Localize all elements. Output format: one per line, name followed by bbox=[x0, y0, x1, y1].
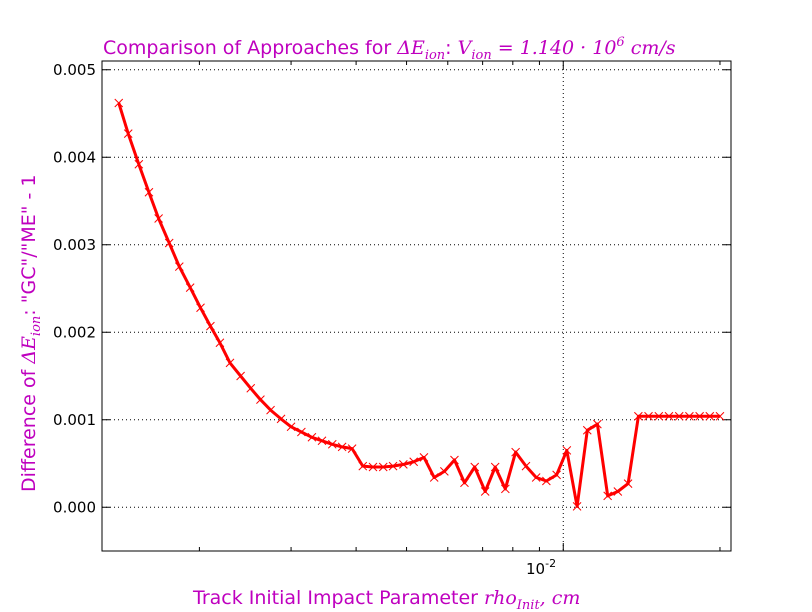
data-point-marker bbox=[196, 303, 205, 313]
data-point-marker bbox=[317, 436, 327, 446]
data-point-marker bbox=[185, 283, 195, 292]
axis-ticks bbox=[102, 61, 731, 551]
y-tick-label: 0.004 bbox=[53, 148, 96, 166]
data-point-marker bbox=[276, 414, 286, 424]
title-exp: 6 bbox=[616, 35, 624, 50]
data-point-marker bbox=[521, 461, 531, 471]
data-point-marker bbox=[460, 478, 469, 488]
series-group bbox=[114, 98, 725, 511]
data-point-marker bbox=[490, 462, 500, 472]
y-tick-label: 0.001 bbox=[53, 411, 96, 429]
y-tick-label: 0.003 bbox=[53, 236, 96, 254]
data-point-marker bbox=[440, 467, 449, 476]
data-point-marker bbox=[500, 484, 510, 494]
title-colon: : bbox=[445, 37, 457, 59]
x-tick-label: 10-2 bbox=[526, 557, 556, 578]
xlabel-unit: , cm bbox=[540, 587, 581, 609]
x-tick-base: 10 bbox=[526, 560, 545, 578]
data-point-marker bbox=[562, 446, 572, 455]
data-point-marker bbox=[623, 479, 633, 488]
title-delta: ΔE bbox=[396, 37, 425, 59]
data-point-marker bbox=[347, 444, 357, 453]
data-point-marker bbox=[470, 462, 480, 472]
data-point-marker bbox=[174, 262, 184, 271]
data-point-marker bbox=[246, 383, 256, 393]
data-point-marker bbox=[144, 187, 154, 197]
chart-title: Comparison of Approaches for ΔEion: Vion… bbox=[103, 35, 676, 63]
data-point-marker bbox=[511, 447, 520, 457]
data-point-marker bbox=[674, 411, 684, 421]
title-v: V bbox=[458, 37, 474, 59]
x-tick-exp: -2 bbox=[545, 557, 556, 570]
ylabel-delta: ΔE bbox=[18, 336, 40, 365]
data-point-marker bbox=[654, 411, 664, 421]
data-point-marker bbox=[603, 491, 613, 501]
data-point-marker bbox=[337, 442, 347, 452]
data-point-marker bbox=[695, 411, 704, 421]
y-tick-label: 0.000 bbox=[53, 498, 96, 516]
title-unit: cm/s bbox=[625, 37, 676, 59]
data-point-marker bbox=[409, 457, 419, 467]
ylabel-suffix: : "GC"/"ME" - 1 bbox=[18, 174, 40, 315]
data-point-marker bbox=[582, 425, 592, 435]
data-point-marker bbox=[542, 476, 551, 486]
data-point-marker bbox=[715, 411, 725, 421]
data-point-marker bbox=[286, 422, 296, 432]
title-v-sub: ion bbox=[471, 48, 491, 63]
data-point-marker bbox=[225, 358, 235, 368]
data-point-marker bbox=[368, 462, 378, 472]
title-eq: = 1.140 · 10 bbox=[492, 37, 617, 59]
plot-frame bbox=[101, 60, 732, 552]
data-point-marker bbox=[297, 427, 306, 437]
title-ion-sub: ion bbox=[425, 48, 445, 63]
data-point-marker bbox=[664, 411, 674, 421]
data-point-marker bbox=[593, 419, 602, 429]
data-point-marker bbox=[429, 473, 439, 482]
x-axis-label: Track Initial Impact Parameter rhoInit, … bbox=[192, 587, 580, 612]
data-point-marker bbox=[134, 159, 144, 169]
title-prefix: Comparison of Approaches for bbox=[103, 37, 397, 59]
data-point-marker bbox=[399, 460, 408, 469]
data-point-marker bbox=[123, 129, 133, 138]
xlabel-text: Track Initial Impact Parameter bbox=[192, 587, 484, 609]
data-point-marker bbox=[450, 455, 459, 465]
data-point-marker bbox=[705, 411, 715, 421]
ylabel-ion-sub: ion bbox=[29, 316, 44, 336]
xlabel-init-sub: Init bbox=[516, 598, 541, 612]
y-tick-label: 0.005 bbox=[53, 61, 96, 79]
y-axis-label: Difference of ΔEion: "GC"/"ME" - 1 bbox=[18, 174, 44, 492]
ylabel-prefix: Difference of bbox=[18, 364, 40, 492]
data-point-marker bbox=[215, 338, 225, 348]
data-point-marker bbox=[266, 405, 275, 415]
data-point-marker bbox=[307, 432, 317, 442]
data-point-marker bbox=[378, 462, 388, 472]
data-point-marker bbox=[114, 98, 124, 108]
data-point-marker bbox=[531, 473, 541, 482]
data-point-marker bbox=[480, 487, 490, 496]
data-point-marker bbox=[206, 321, 215, 331]
xlabel-rho: rho bbox=[484, 587, 517, 609]
series-line bbox=[117, 102, 720, 508]
data-point-marker bbox=[419, 453, 429, 462]
data-point-marker bbox=[388, 461, 398, 471]
data-point-marker bbox=[256, 395, 265, 404]
data-point-marker bbox=[644, 411, 653, 421]
data-point-marker bbox=[552, 470, 561, 480]
y-tick-labels: 0.000 0.001 0.002 0.003 0.004 0.005 bbox=[53, 61, 96, 517]
data-point-marker bbox=[358, 461, 368, 471]
data-point-marker bbox=[685, 411, 694, 421]
data-point-marker bbox=[327, 439, 337, 449]
y-tick-label: 0.002 bbox=[53, 323, 96, 341]
data-point-marker bbox=[236, 371, 245, 381]
data-point-marker bbox=[613, 487, 623, 496]
grid-lines bbox=[102, 61, 731, 551]
data-point-marker bbox=[572, 502, 582, 511]
data-point-marker bbox=[164, 238, 174, 248]
data-point-marker bbox=[634, 411, 643, 421]
data-point-marker bbox=[154, 214, 163, 223]
